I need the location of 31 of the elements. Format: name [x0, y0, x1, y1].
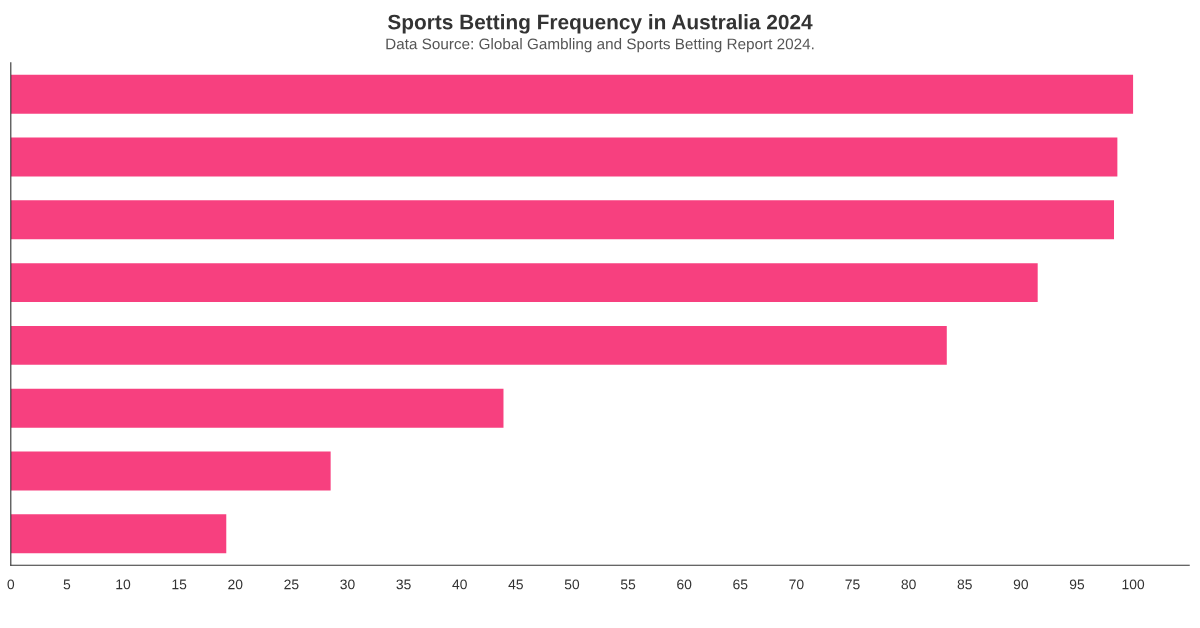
chart-subtitle: Data Source: Global Gambling and Sports Betting Report 2024. [386, 38, 814, 53]
bar [10, 137, 1118, 177]
bar [10, 388, 504, 428]
x-tick-label: 50 [564, 579, 580, 590]
x-tick-label: 10 [116, 579, 131, 590]
x-tick-label: 25 [284, 579, 299, 590]
x-tick-label: 55 [620, 579, 636, 590]
x-tick-label: 70 [789, 579, 804, 590]
bar [10, 514, 227, 554]
x-tick-label: 15 [172, 579, 187, 590]
chart-title: Sports Betting Frequency in Australia 2024 [387, 14, 813, 34]
bar [10, 451, 331, 491]
x-tick-label: 20 [228, 579, 243, 590]
bar [10, 74, 1134, 114]
x-tick-label: 100 [1122, 579, 1145, 590]
x-tick-label: 35 [396, 579, 411, 590]
bar [10, 200, 1115, 240]
x-tick-label: 95 [1069, 579, 1085, 590]
x-tick-label: 60 [677, 579, 692, 590]
x-tick-label: 75 [845, 579, 860, 590]
x-tick-label: 65 [733, 579, 748, 590]
x-tick-label: 30 [340, 579, 355, 590]
x-tick-label: 0 [7, 579, 15, 590]
x-tick-label: 40 [452, 579, 467, 590]
x-tick-label: 5 [63, 579, 71, 590]
x-tick-label: 45 [508, 579, 523, 590]
bar [10, 325, 947, 365]
x-tick-label: 80 [901, 579, 916, 590]
bar [10, 263, 1038, 303]
x-tick-label: 90 [1013, 579, 1029, 590]
x-tick-label: 85 [957, 579, 972, 590]
